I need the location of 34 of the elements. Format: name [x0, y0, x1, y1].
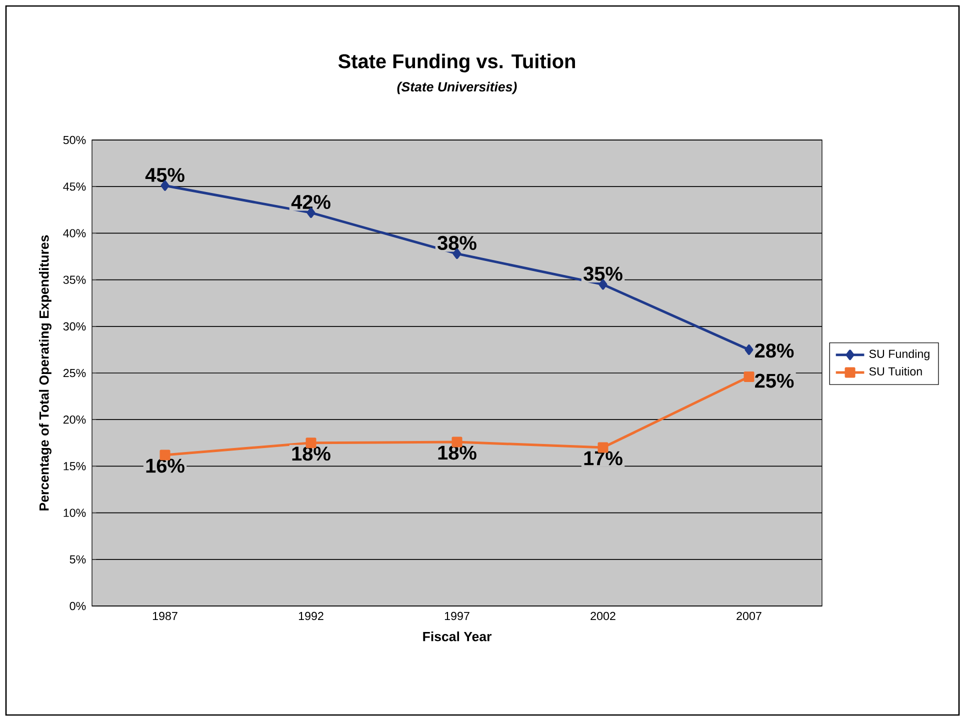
data-label: 18%: [292, 446, 330, 461]
y-tick-label: 40%: [63, 229, 86, 238]
point: [744, 344, 754, 355]
y-axis-title: Percentage of Total Operating Expenditures: [39, 235, 52, 510]
y-tick-label: 10%: [64, 508, 86, 517]
x-tick-label: 1997: [444, 612, 470, 620]
data-label: 42%: [291, 194, 330, 210]
data-label: 25%: [755, 374, 794, 388]
y-tick-label: 30%: [63, 322, 86, 331]
data-label: 45%: [145, 168, 184, 182]
data-label: 16%: [146, 458, 184, 473]
y-tick-label: 45%: [63, 182, 86, 191]
legend-label: SU Funding: [869, 349, 930, 360]
y-tick-label: 15%: [64, 462, 86, 470]
y-tick-label: 50%: [63, 136, 86, 144]
chart-title: State Funding vs. Tuition: [338, 54, 575, 72]
x-axis-title: Fiscal Year: [423, 631, 492, 642]
legend-label: SU Tuition: [869, 367, 922, 376]
y-tick-label: 5%: [70, 555, 86, 564]
y-tick-label: 35%: [63, 276, 86, 284]
y-tick-label: 20%: [63, 416, 86, 424]
y-tick-label: 25%: [63, 368, 86, 378]
x-tick-label: 1992: [298, 612, 324, 620]
y-tick-label: 0%: [70, 602, 86, 610]
data-label: 17%: [584, 451, 622, 466]
x-tick-label: 2002: [590, 612, 616, 620]
point: [744, 371, 754, 382]
data-label: 18%: [438, 446, 476, 460]
x-tick-label: 2007: [736, 612, 762, 620]
chart-subtitle: (State Universities): [397, 82, 517, 94]
x-tick-label: 1987: [152, 612, 178, 620]
data-label: 28%: [755, 344, 794, 358]
data-label: 38%: [438, 236, 476, 250]
data-label: 35%: [584, 266, 622, 281]
